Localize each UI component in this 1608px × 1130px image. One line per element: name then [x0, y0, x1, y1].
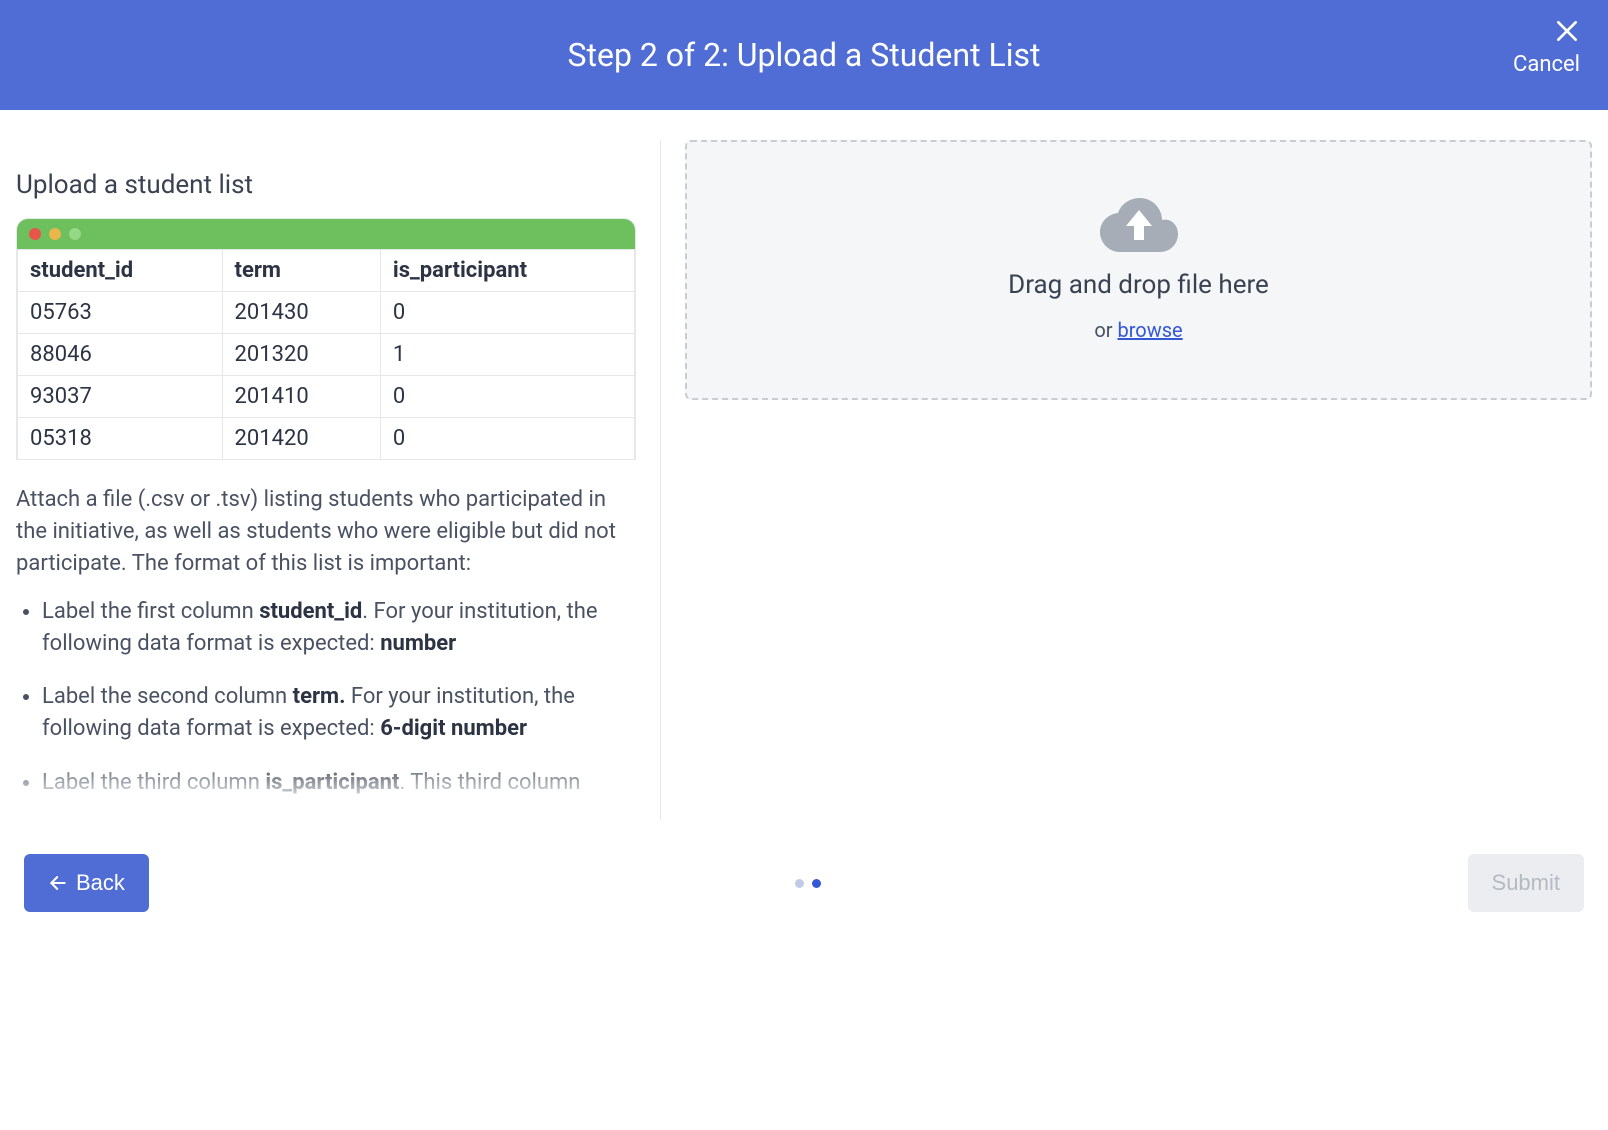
window-bar	[17, 219, 635, 249]
close-icon[interactable]	[1554, 18, 1580, 44]
instruction-item: Label the third column is_participant. T…	[42, 767, 636, 820]
table-row: 05763 201430 0	[18, 292, 635, 334]
modal-header: Step 2 of 2: Upload a Student List Cance…	[0, 0, 1608, 110]
header-title: Step 2 of 2: Upload a Student List	[568, 36, 1041, 74]
instruction-item: Label the first column student_id. For y…	[42, 596, 636, 660]
browse-row: or browse	[1094, 318, 1182, 342]
step-indicator	[795, 879, 821, 888]
section-title: Upload a student list	[16, 170, 636, 200]
window-dot-green	[69, 228, 81, 240]
example-table: student_id term is_participant 05763 201…	[17, 249, 635, 460]
window-dot-yellow	[49, 228, 61, 240]
cloud-upload-icon	[1100, 198, 1178, 252]
col-header: student_id	[18, 250, 223, 292]
instruction-item: Label the second column term. For your i…	[42, 681, 636, 745]
browse-link[interactable]: browse	[1117, 318, 1182, 342]
instructions-text: Attach a file (.csv or .tsv) listing stu…	[16, 484, 636, 820]
table-row: 93037 201410 0	[18, 376, 635, 418]
header-actions: Cancel	[1513, 18, 1580, 77]
step-dot-1	[795, 879, 804, 888]
arrow-left-icon	[48, 873, 68, 893]
footer-bar: Back Submit	[0, 820, 1608, 938]
submit-button-label: Submit	[1492, 870, 1560, 896]
dropzone-text: Drag and drop file here	[1008, 270, 1269, 300]
content-area: Upload a student list student_id term is…	[0, 110, 1608, 820]
step-dot-2	[812, 879, 821, 888]
table-row: 88046 201320 1	[18, 334, 635, 376]
table-row: 05318 201420 0	[18, 418, 635, 460]
back-button-label: Back	[76, 870, 125, 896]
example-table-window: student_id term is_participant 05763 201…	[16, 218, 636, 460]
col-header: term	[222, 250, 380, 292]
window-dot-red	[29, 228, 41, 240]
back-button[interactable]: Back	[24, 854, 149, 912]
upload-column: Drag and drop file here or browse	[661, 140, 1592, 820]
col-header: is_participant	[380, 250, 634, 292]
intro-paragraph: Attach a file (.csv or .tsv) listing stu…	[16, 484, 636, 580]
instructions-column: Upload a student list student_id term is…	[16, 140, 660, 820]
cancel-link[interactable]: Cancel	[1513, 52, 1580, 77]
submit-button[interactable]: Submit	[1468, 854, 1584, 912]
file-dropzone[interactable]: Drag and drop file here or browse	[685, 140, 1592, 400]
